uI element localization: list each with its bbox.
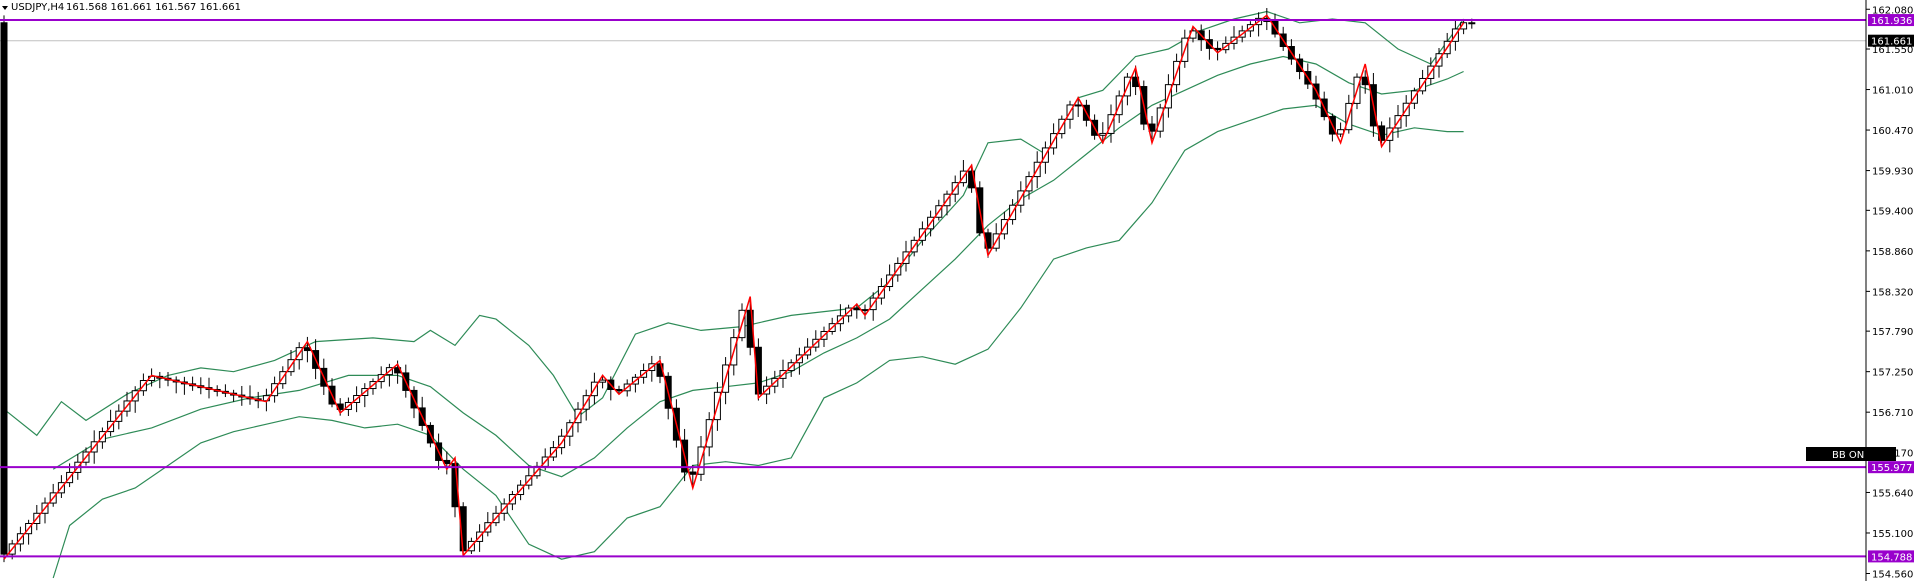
price-tick-label: 158.320 (1872, 287, 1913, 298)
candle-body (1337, 129, 1345, 135)
bollinger-lower-line (52, 104, 1464, 579)
candle-body (1468, 22, 1476, 25)
level-label: 161.936 (1871, 16, 1912, 27)
ohlc-values: 161.568 161.661 161.567 161.661 (66, 2, 241, 13)
price-tick-label: 159.930 (1872, 167, 1913, 178)
level-label: 155.977 (1871, 463, 1912, 474)
bollinger-bands (3, 10, 1465, 579)
symbol-timeframe: USDJPY,H4 (11, 2, 64, 13)
candlesticks (0, 8, 1476, 563)
bb-on-badge[interactable]: BB ON (1806, 447, 1896, 461)
bb-on-label: BB ON (1832, 450, 1864, 461)
level-label-bg (1868, 14, 1914, 27)
candle-body (615, 388, 623, 392)
price-tick-label: 154.560 (1872, 569, 1913, 580)
price-tick-label: 161.550 (1872, 45, 1913, 56)
bollinger-upper-line (3, 10, 1465, 437)
level-label-bg (1868, 461, 1914, 474)
candle-body (303, 347, 311, 352)
price-tick-label: 156.710 (1872, 408, 1913, 419)
level-label: 154.788 (1871, 552, 1912, 563)
candle-body (1460, 22, 1468, 30)
candle-body (1074, 104, 1082, 107)
price-tick-label: 157.790 (1872, 327, 1913, 338)
level-label-bg (1868, 550, 1914, 563)
candle-body (0, 22, 8, 555)
current-price-label-bg (1868, 34, 1914, 47)
price-tick-label: 159.400 (1872, 206, 1913, 217)
price-tick-label: 155.640 (1872, 488, 1913, 499)
zigzag-indicator (3, 14, 1465, 560)
horizontal-levels[interactable]: 161.936 155.977 154.788 (0, 14, 1914, 563)
price-tick-label: 161.010 (1872, 86, 1913, 97)
candle-body (861, 309, 869, 312)
price-tick-label: 162.080 (1872, 5, 1913, 16)
price-axis[interactable]: 162.080 161.550 161.010 160.470 159.930 159.4… (1865, 0, 1914, 581)
zigzag-line (3, 14, 1465, 560)
candle-body (853, 307, 861, 311)
candle-body (599, 379, 607, 383)
price-tick-label: 160.470 (1872, 126, 1913, 137)
current-price-label: 161.661 (1871, 37, 1912, 48)
candle-body (1099, 132, 1107, 136)
candle-body (689, 471, 697, 475)
price-tick-label: 155.100 (1872, 529, 1913, 540)
bb-on-badge-bg (1806, 447, 1896, 461)
chart-header: USDJPY,H4 161.568 161.661 161.567 161.66… (2, 2, 241, 13)
price-tick-label: 157.250 (1872, 368, 1913, 379)
collapse-arrow-icon[interactable] (2, 6, 8, 10)
price-tick-label: 158.860 (1872, 247, 1913, 258)
